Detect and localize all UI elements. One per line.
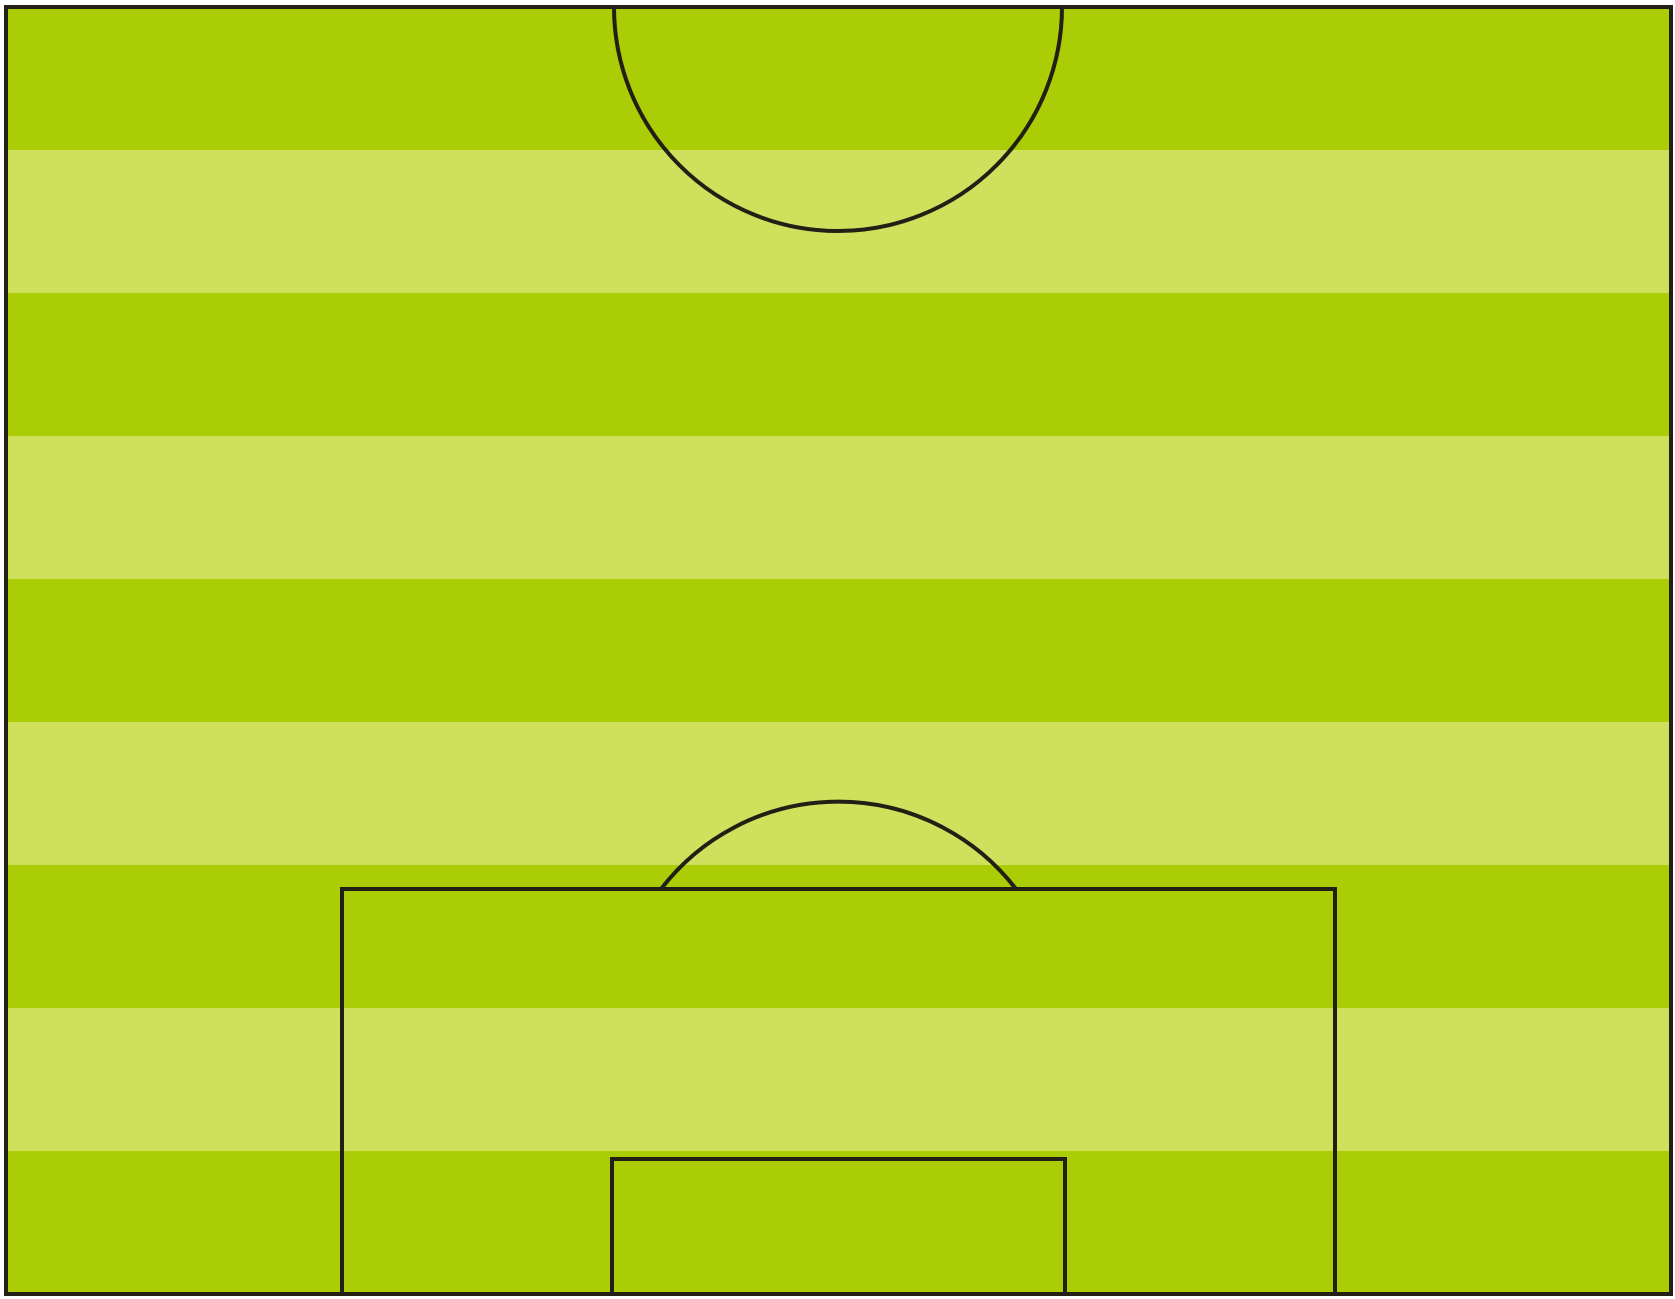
grass-stripe (6, 1008, 1671, 1152)
penalty-arc (659, 799, 1018, 891)
grass-stripe (6, 436, 1671, 580)
grass-stripe (6, 579, 1671, 723)
grass-stripes (6, 7, 1671, 1295)
grass-stripe (6, 722, 1671, 866)
pitch-lines (4, 5, 1673, 1296)
grass-stripe (6, 150, 1671, 294)
grass-stripe (6, 7, 1671, 151)
grass-stripe (6, 1151, 1671, 1295)
goal-area (610, 1157, 1067, 1296)
center-circle-arc (612, 6, 1064, 233)
grass-stripe (6, 293, 1671, 437)
grass-stripe (6, 865, 1671, 1009)
